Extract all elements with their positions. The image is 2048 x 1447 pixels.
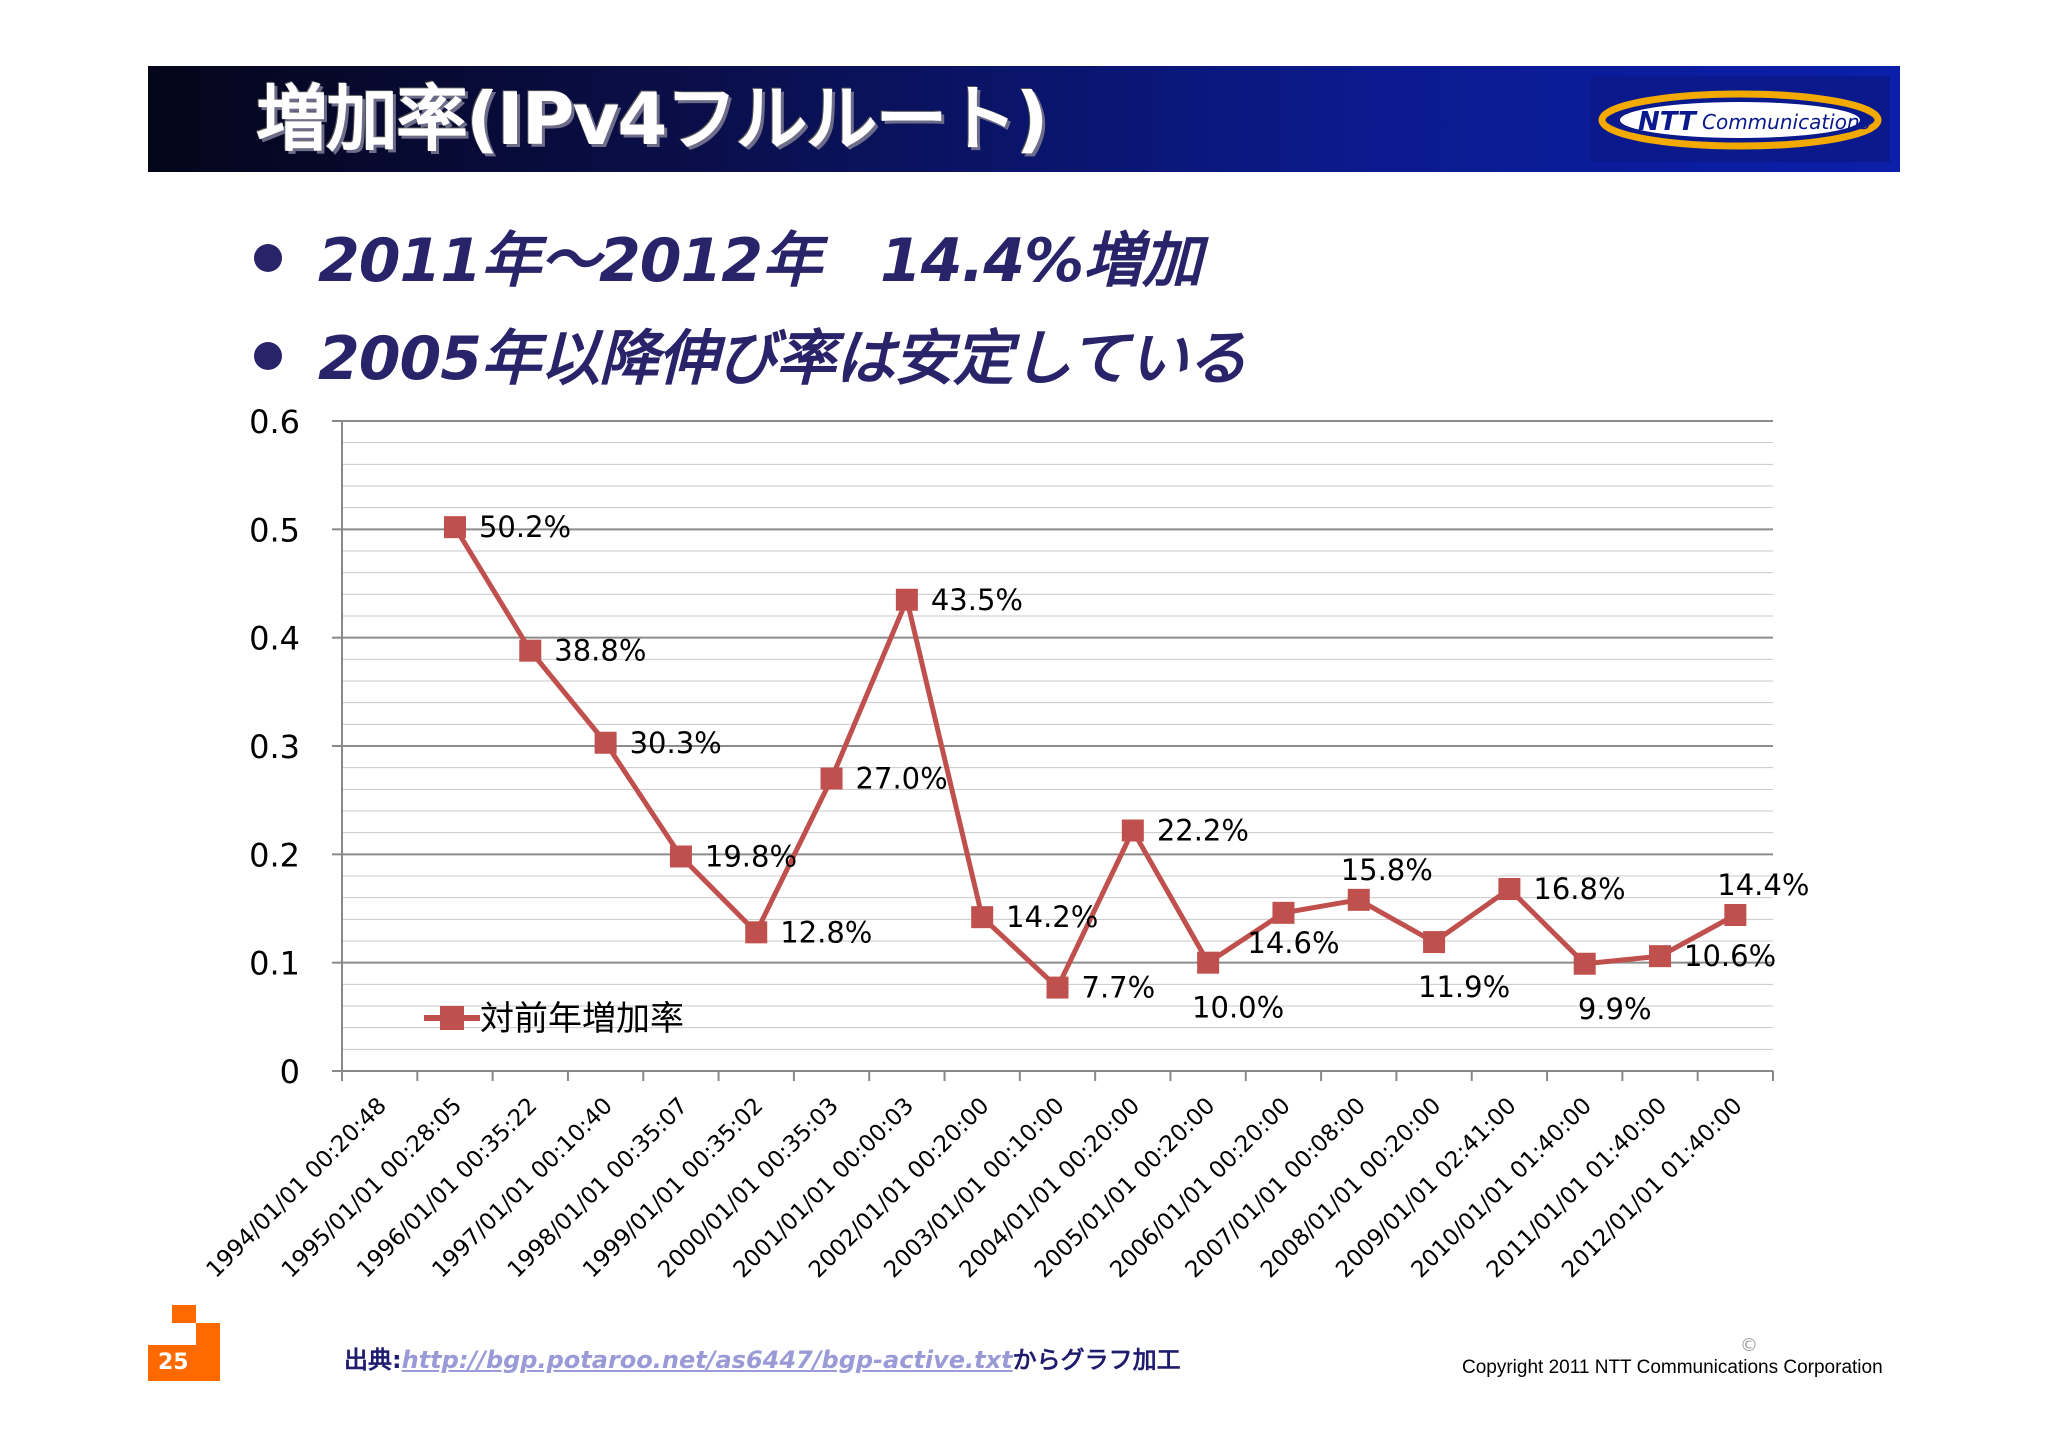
data-label: 50.2% [479,510,571,544]
data-point-marker [1046,976,1069,999]
data-label: 15.8% [1341,853,1433,887]
bullet-dot-icon [254,342,282,371]
chart-series [443,516,1747,999]
svg-text:Communications: Communications [1702,110,1870,134]
data-labels: 50.2% 38.8% 30.3% 19.8% 12.8% 27.0% 43.5% 14.2%… [479,510,1809,1026]
y-axis-tick-labels: 0 0.1 0.2 0.3 0.4 0.5 0.6 [249,403,300,1091]
data-label: 10.6% [1684,939,1776,973]
data-label: 14.2% [1006,900,1098,934]
data-point-marker [1423,931,1446,954]
y-tick-label: 0.5 [249,511,300,549]
data-label: 38.8% [554,634,646,668]
y-tick-label: 0 [280,1053,300,1091]
data-label: 14.6% [1247,926,1339,960]
y-tick-label: 0.1 [249,945,300,983]
data-point-marker [1498,878,1521,900]
bullet-1-text: 2011年～2012年 14.4%増加 [318,226,1202,296]
series-line [452,525,1737,991]
data-point-marker [519,639,542,662]
slide-number: 25 [158,1350,189,1375]
data-label: 27.0% [856,762,948,796]
y-tick-label: 0.4 [249,620,300,658]
data-label: 14.4% [1717,868,1809,902]
source-link[interactable]: http://bgp.potaroo.net/as6447/bgp-active… [401,1346,1013,1374]
data-label: 9.9% [1578,992,1652,1026]
data-label: 7.7% [1082,971,1156,1005]
data-point-marker [1573,952,1596,975]
source-prefix: 出典: [344,1346,402,1374]
y-tick-label: 0.2 [249,836,300,874]
header-bar: 増加率(IPv4フルルート) NTT Communications [148,66,1900,172]
ntt-communications-logo: NTT Communications [1590,76,1890,162]
chart-axes [332,420,1774,1081]
data-label: 16.8% [1533,872,1625,906]
orange-checker-block [148,1305,220,1381]
chart-legend: 対前年増加率 [424,999,684,1039]
data-point-marker [1347,888,1370,911]
chart-gridlines [342,420,1773,1050]
copyright-mark: © [1740,1335,1758,1356]
data-point-marker [895,588,918,611]
svg-text:NTT: NTT [1638,107,1698,137]
source-suffix: からグラフ加工 [1012,1346,1181,1374]
data-point-marker [594,731,617,754]
bullet-dot-icon [254,244,282,273]
data-point-marker [1272,901,1295,924]
data-label: 19.8% [705,840,797,874]
data-label: 11.9% [1418,970,1510,1004]
page-title: 増加率(IPv4フルルート) [256,77,1048,161]
y-tick-label: 0.6 [249,403,300,441]
data-point-marker [1121,819,1144,842]
source-citation: 出典:http://bgp.potaroo.net/as6447/bgp-act… [344,1340,1181,1375]
legend-marker-icon [440,1006,464,1030]
data-point-marker [820,767,843,790]
data-point-marker [1649,945,1672,968]
data-label: 30.3% [630,726,722,760]
data-label: 22.2% [1157,814,1249,848]
bullet-2: 2005年以降伸び率は安定している [254,310,1247,397]
copyright-text: Copyright 2011 NTT Communications Corpor… [1462,1357,1883,1378]
data-point-marker [443,516,466,539]
data-point-marker [1724,904,1747,926]
bullet-1: 2011年～2012年 14.4%増加 [254,212,1202,299]
data-label: 10.0% [1192,991,1284,1025]
data-point-marker [669,845,692,868]
legend-label: 対前年増加率 [480,999,684,1039]
data-point-marker [1197,951,1220,974]
bullet-2-text: 2005年以降伸び率は安定している [318,324,1247,394]
data-point-marker [971,906,994,929]
y-tick-label: 0.3 [249,728,300,766]
data-point-marker [745,921,768,944]
data-label: 12.8% [780,915,872,949]
data-label: 43.5% [931,583,1023,617]
